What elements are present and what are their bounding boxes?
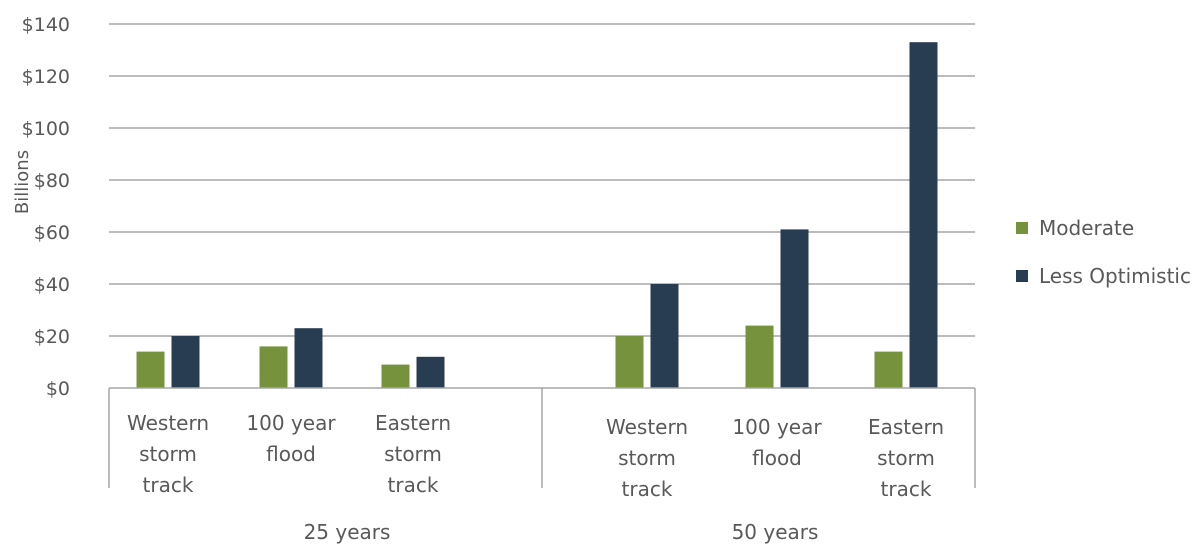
legend-swatch — [1016, 270, 1028, 282]
y-axis-title: Billions — [12, 150, 33, 214]
legend-label: Moderate — [1039, 216, 1134, 240]
bar-moderate — [381, 364, 410, 388]
group-labels: 25 years 50 years — [304, 520, 819, 544]
y-tick-label: $40 — [34, 274, 70, 296]
category-label-line: 100 year — [732, 415, 822, 439]
category-label-line: track — [881, 477, 932, 501]
y-tick-label: $0 — [46, 378, 70, 400]
category-label-line: flood — [266, 442, 316, 466]
category-label-line: Western — [127, 411, 209, 435]
bar-less-optimistic — [416, 356, 445, 388]
bar-less-optimistic — [909, 42, 938, 388]
bar-moderate — [874, 351, 903, 388]
y-tick-label: $60 — [34, 222, 70, 244]
legend-swatch — [1016, 222, 1028, 234]
group-label: 25 years — [304, 520, 391, 544]
bar-moderate — [136, 351, 165, 388]
category-label-line: storm — [877, 446, 935, 470]
y-tick-label: $80 — [34, 170, 70, 192]
category-label: Eastern storm track — [375, 411, 451, 497]
category-label-line: storm — [618, 446, 676, 470]
category-label-line: storm — [384, 442, 442, 466]
category-label-line: track — [622, 477, 673, 501]
category-label-line: track — [143, 473, 194, 497]
category-labels: Western storm track 100 year flood Eastern sto… — [127, 411, 944, 501]
category-label-line: 100 year — [246, 411, 336, 435]
y-tick-label: $20 — [34, 326, 70, 348]
category-label: 100 year flood — [246, 411, 336, 466]
y-tick-label: $100 — [22, 118, 70, 140]
category-label: Eastern storm track — [868, 415, 944, 501]
y-tick-label: $120 — [22, 66, 70, 88]
bar-less-optimistic — [780, 229, 809, 388]
bars — [136, 42, 938, 388]
y-axis-ticks: $0 $20 $40 $60 $80 $100 $120 $140 — [22, 14, 70, 400]
category-label: Western storm track — [606, 415, 688, 501]
bar-moderate — [745, 325, 774, 388]
category-label-line: Western — [606, 415, 688, 439]
bar-less-optimistic — [650, 284, 679, 388]
bar-less-optimistic — [294, 328, 323, 388]
x-axis — [108, 387, 976, 488]
category-label-line: Eastern — [375, 411, 451, 435]
group-label: 50 years — [732, 520, 819, 544]
category-label-line: track — [388, 473, 439, 497]
bar-less-optimistic — [171, 336, 200, 388]
bar-moderate — [615, 336, 644, 388]
bar-moderate — [259, 346, 288, 388]
legend-label: Less Optimistic — [1039, 264, 1191, 288]
category-label-line: Eastern — [868, 415, 944, 439]
category-label-line: flood — [752, 446, 802, 470]
gridlines — [109, 23, 975, 337]
category-label: Western storm track — [127, 411, 209, 497]
category-label-line: storm — [139, 442, 197, 466]
legend: Moderate Less Optimistic — [1016, 216, 1191, 288]
category-label: 100 year flood — [732, 415, 822, 470]
y-tick-label: $140 — [22, 14, 70, 36]
